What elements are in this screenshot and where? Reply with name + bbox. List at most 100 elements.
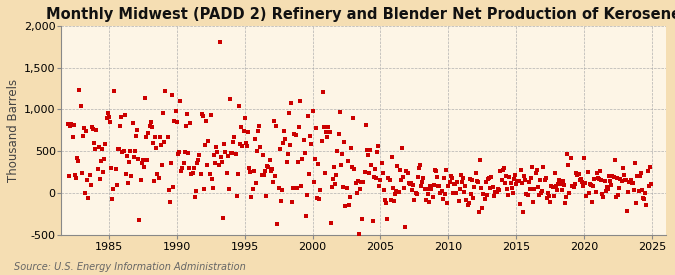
Point	[165, 200, 176, 205]
Point	[111, 183, 122, 188]
Point	[377, 171, 388, 175]
Point	[496, 178, 507, 182]
Point	[72, 156, 82, 160]
Point	[617, 166, 628, 170]
Point	[408, 183, 418, 188]
Point	[78, 126, 89, 130]
Point	[613, 192, 624, 197]
Point	[392, 164, 403, 168]
Point	[286, 101, 296, 105]
Point	[494, 188, 505, 192]
Point	[535, 177, 545, 182]
Point	[452, 180, 463, 184]
Point	[220, 150, 231, 154]
Point	[449, 181, 460, 186]
Point	[162, 134, 173, 139]
Point	[141, 135, 152, 139]
Point	[76, 170, 87, 175]
Point	[242, 144, 252, 148]
Point	[153, 176, 164, 180]
Point	[117, 150, 128, 154]
Point	[603, 173, 614, 178]
Point	[274, 147, 285, 151]
Point	[250, 137, 261, 142]
Point	[176, 169, 187, 174]
Point	[106, 166, 117, 170]
Point	[145, 120, 156, 124]
Point	[219, 142, 230, 146]
Point	[200, 119, 211, 123]
Point	[583, 191, 594, 195]
Point	[319, 125, 329, 129]
Point	[235, 142, 246, 146]
Point	[531, 167, 542, 172]
Point	[323, 125, 334, 130]
Point	[493, 186, 504, 191]
Point	[319, 171, 330, 175]
Point	[161, 240, 172, 244]
Point	[98, 170, 109, 175]
Point	[109, 89, 120, 93]
Point	[404, 180, 414, 185]
Point	[290, 133, 301, 138]
Point	[501, 174, 512, 179]
Point	[354, 186, 365, 191]
Point	[207, 177, 217, 182]
Point	[340, 204, 351, 208]
Point	[374, 184, 385, 188]
Point	[196, 111, 207, 116]
Point	[81, 129, 92, 133]
Point	[322, 135, 333, 139]
Point	[295, 98, 306, 103]
Point	[116, 114, 127, 119]
Point	[573, 172, 584, 177]
Point	[456, 172, 466, 177]
Point	[616, 179, 627, 183]
Point	[375, 177, 386, 182]
Point	[418, 176, 429, 180]
Point	[124, 160, 134, 164]
Point	[238, 129, 249, 133]
Point	[589, 177, 600, 181]
Point	[173, 152, 184, 156]
Point	[516, 180, 527, 185]
Point	[73, 159, 84, 164]
Point	[108, 186, 119, 191]
Point	[194, 153, 205, 157]
Point	[549, 170, 560, 175]
Point	[82, 178, 92, 183]
Point	[426, 187, 437, 192]
Point	[128, 155, 139, 160]
Point	[178, 161, 189, 166]
Point	[461, 197, 472, 202]
Point	[411, 192, 422, 197]
Point	[593, 177, 604, 181]
Point	[63, 122, 74, 126]
Point	[605, 179, 616, 183]
Point	[284, 111, 294, 116]
Point	[481, 192, 492, 197]
Point	[586, 183, 597, 188]
Point	[342, 158, 353, 163]
Point	[247, 186, 258, 191]
Point	[259, 173, 269, 177]
Point	[337, 152, 348, 156]
Point	[389, 192, 400, 196]
Point	[113, 146, 124, 151]
Point	[315, 188, 326, 193]
Point	[264, 158, 275, 163]
Point	[379, 198, 390, 203]
Point	[130, 133, 141, 138]
Point	[351, 191, 362, 195]
Point	[446, 174, 456, 179]
Point	[597, 192, 608, 196]
Point	[417, 180, 428, 184]
Point	[175, 99, 186, 104]
Point	[177, 166, 188, 170]
Point	[250, 181, 261, 185]
Point	[356, 180, 367, 184]
Point	[524, 186, 535, 191]
Point	[289, 132, 300, 136]
Point	[248, 169, 259, 173]
Point	[596, 177, 607, 182]
